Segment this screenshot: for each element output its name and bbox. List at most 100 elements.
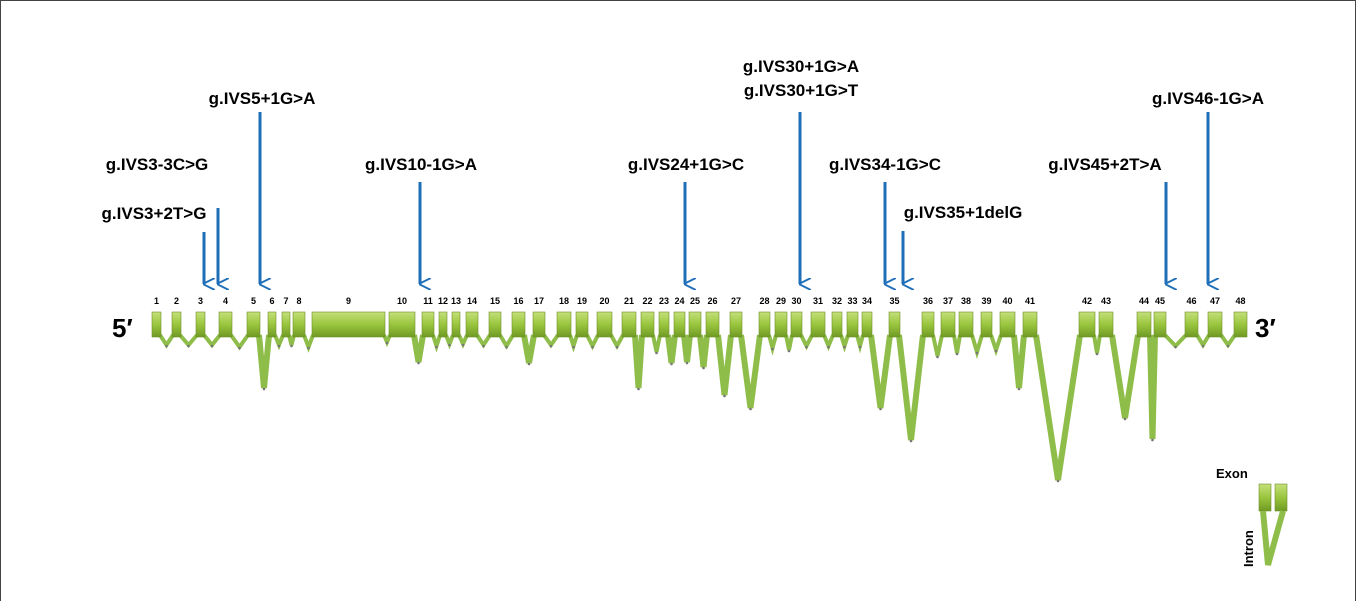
intron-45 <box>1163 333 1188 349</box>
intron-tip-34 <box>879 407 882 411</box>
exon-21 <box>621 311 637 338</box>
intron-3 <box>202 333 222 349</box>
exon-2 <box>171 311 182 338</box>
exon-38 <box>958 311 974 338</box>
exon-number-32: 32 <box>832 296 842 306</box>
intron-tip-27 <box>749 407 752 411</box>
intron-23 <box>665 334 678 364</box>
exon-number-15: 15 <box>490 296 500 306</box>
intron-tip-19 <box>591 345 594 349</box>
exon-28 <box>758 311 771 338</box>
exon-3 <box>195 311 206 338</box>
mutation-label-3: g.IVS5+1G>A <box>209 89 316 108</box>
exon-number-36: 36 <box>923 296 933 306</box>
exon-8 <box>292 311 306 338</box>
intron-41 <box>1033 334 1083 481</box>
exon-number-42: 42 <box>1082 296 1092 306</box>
intron-tip-2 <box>187 344 190 348</box>
legend-exon-label: Exon <box>1216 466 1248 481</box>
intron-tip-29 <box>787 349 791 353</box>
intron-tip-33 <box>858 345 862 349</box>
exon-number-16: 16 <box>513 296 523 306</box>
exon-4 <box>218 311 233 338</box>
exon-27 <box>729 311 743 338</box>
exon-5 <box>246 311 261 338</box>
mutation-label-6-line-2: g.IVS30+1G>T <box>744 81 859 100</box>
exon-number-47: 47 <box>1210 296 1220 306</box>
mutation-labels-layer: g.IVS3+2T>G g.IVS3-3C>G g.IVS5+1G>A g.IVS10… <box>102 57 1264 223</box>
exon-number-19: 19 <box>577 296 587 306</box>
exon-13 <box>451 311 461 338</box>
intron-tip-5 <box>262 387 266 391</box>
exon-26 <box>705 311 720 338</box>
mutation-label-10: g.IVS46-1G>A <box>1152 89 1264 108</box>
exon-14 <box>465 311 479 338</box>
exon-6 <box>267 311 277 338</box>
intron-tip-13 <box>461 343 465 347</box>
intron-tip-1 <box>165 344 168 348</box>
introns-layer <box>158 333 1237 483</box>
intron-24 <box>681 334 693 363</box>
intron-14 <box>475 333 492 349</box>
exons-layer <box>151 311 1248 338</box>
intron-44 <box>1147 334 1158 440</box>
exon-number-31: 31 <box>813 296 823 306</box>
exon-number-34: 34 <box>862 296 872 306</box>
exon-numbers-layer: 1 2 3 4 5 6 7 8 9 10 11 12 13 14 15 16 17 18 19 20 21 22 23 24 2… <box>154 296 1246 306</box>
legend-intron-label: Intron <box>1241 530 1256 567</box>
exon-25 <box>688 311 702 338</box>
exon-16 <box>511 311 526 338</box>
mutation-label-8: g.IVS35+1delG <box>904 203 1023 222</box>
intron-tip-24 <box>685 361 689 365</box>
exon-29 <box>774 311 788 338</box>
intron-16 <box>521 334 537 364</box>
exon-number-24: 24 <box>674 296 684 306</box>
exon-11 <box>421 311 435 338</box>
exon-35 <box>888 311 901 338</box>
intron-2 <box>178 333 199 349</box>
intron-tip-25 <box>702 366 705 370</box>
exon-33 <box>846 311 859 338</box>
intron-tip-20 <box>615 345 619 349</box>
intron-tip-21 <box>637 387 640 391</box>
exon-number-23: 23 <box>659 296 669 306</box>
exon-number-4: 4 <box>223 296 228 306</box>
exon-number-8: 8 <box>296 296 301 306</box>
intron-tip-14 <box>482 344 485 348</box>
exon-1 <box>151 311 162 338</box>
exon-48 <box>1233 311 1248 338</box>
legend-exon-left <box>1258 483 1272 512</box>
exon-number-38: 38 <box>961 296 971 306</box>
exon-22 <box>640 311 655 338</box>
exon-17 <box>532 311 546 338</box>
intron-tip-35 <box>909 439 913 443</box>
mutation-label-2: g.IVS3-3C>G <box>106 155 209 174</box>
exon-40 <box>999 311 1016 338</box>
exon-37 <box>940 311 956 338</box>
exon-number-18: 18 <box>559 296 569 306</box>
exon-19 <box>575 311 589 338</box>
exon-number-26: 26 <box>707 296 717 306</box>
intron-tip-11 <box>435 345 438 349</box>
intron-tip-43 <box>1123 417 1127 421</box>
intron-tip-15 <box>505 345 508 349</box>
intron-tip-8 <box>307 346 310 350</box>
intron-43 <box>1109 334 1141 419</box>
exon-12 <box>438 311 448 338</box>
intron-36 <box>931 334 944 357</box>
exon-number-6: 6 <box>269 296 274 306</box>
exon-42 <box>1078 311 1096 338</box>
intron-tip-46 <box>1201 344 1205 348</box>
intron-tip-17 <box>549 344 553 348</box>
intron-tip-45 <box>1174 345 1177 349</box>
exon-number-13: 13 <box>451 296 461 306</box>
intron-tip-9 <box>385 341 389 345</box>
exon-44 <box>1136 311 1152 338</box>
intron-25 <box>697 334 710 368</box>
intron-17 <box>542 333 560 349</box>
intron-37 <box>952 334 962 354</box>
intron-tip-39 <box>994 349 998 353</box>
exon-39 <box>980 311 993 338</box>
exon-number-43: 43 <box>1101 296 1111 306</box>
